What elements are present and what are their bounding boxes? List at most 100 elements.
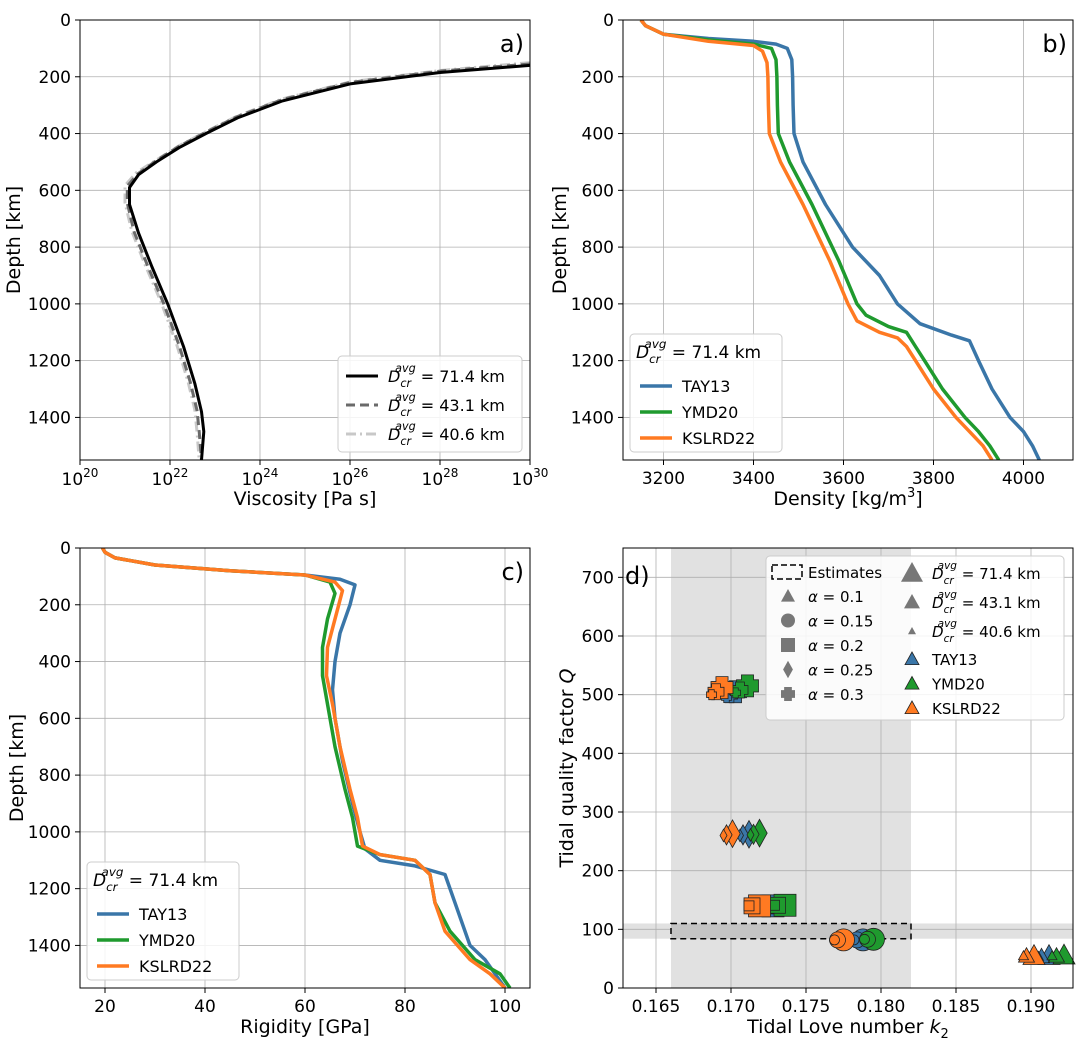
legend-swatch <box>904 675 920 690</box>
y-tick-label: 0 <box>60 11 71 31</box>
legend-swatch <box>904 594 920 609</box>
legend-label: TAY13 <box>138 905 187 924</box>
panel-b: 0 200 400 600 800 1000 1200 1400 3200 3400 3600 380… <box>549 11 1074 510</box>
y-tick-label: 1200 <box>28 880 71 900</box>
y-tick-label: 800 <box>39 238 71 258</box>
y-tick-label: 300 <box>582 803 614 823</box>
legend-label: Dcravg = 71.4 km <box>93 865 218 894</box>
legend-label: YMD20 <box>931 676 985 694</box>
x-axis-label: Tidal Love number k2 <box>746 1016 949 1042</box>
y-axis-label: Depth [km] <box>6 714 28 822</box>
y-tick-label: 0 <box>603 979 614 999</box>
data-point <box>859 933 870 945</box>
data-point <box>829 934 840 946</box>
legend-label: Dcravg = 40.6 km <box>932 618 1041 645</box>
y-tick-label: 800 <box>582 238 614 258</box>
legend-swatch <box>901 562 923 582</box>
legend-box <box>337 355 523 453</box>
x-tick-label: 1028 <box>422 466 459 490</box>
legend-swatch <box>904 700 920 714</box>
data-point <box>1046 949 1058 961</box>
legend-label: Dcravg = 71.4 km <box>388 362 505 390</box>
data-point <box>1017 949 1030 961</box>
x-tick-label: 0.185 <box>932 997 981 1017</box>
legend-swatch <box>781 613 795 628</box>
legend-box <box>765 555 1065 721</box>
legend-box <box>629 333 783 453</box>
series-line <box>639 20 994 460</box>
x-tick-label: 0.170 <box>707 997 756 1017</box>
y-tick-label: 1000 <box>571 295 614 315</box>
x-tick-label: 3200 <box>642 469 685 489</box>
legend-label: α = 0.2 <box>808 637 864 655</box>
panel-label: d) <box>625 562 650 590</box>
x-tick-label: 1022 <box>152 466 189 490</box>
x-axis-label: Viscosity [Pa s] <box>234 488 377 510</box>
legend-label: TAY13 <box>931 651 977 669</box>
y-tick-label: 0 <box>60 539 71 559</box>
x-axis-label: Density [kg/m3] <box>773 486 922 510</box>
legend-swatch <box>783 660 793 679</box>
x-axis-label: Rigidity [GPa] <box>240 1016 370 1038</box>
legend-label: Dcravg = 40.6 km <box>388 420 505 448</box>
legend-label: α = 0.25 <box>808 662 873 680</box>
legend-label: YMD20 <box>138 931 195 950</box>
series-line <box>125 62 530 460</box>
legend-swatch <box>908 627 916 635</box>
legend-label: KSLRD22 <box>682 429 755 448</box>
y-tick-label: 400 <box>39 653 71 673</box>
y-tick-label: 200 <box>582 68 614 88</box>
y-tick-label: 1400 <box>28 408 71 428</box>
y-tick-label: 400 <box>582 744 614 764</box>
y-tick-label: 600 <box>39 709 71 729</box>
x-tick-label: 0.190 <box>1007 997 1056 1017</box>
x-tick-label: 60 <box>294 997 316 1017</box>
markers <box>706 674 1076 965</box>
panel-a: 0 200 400 600 800 1000 1200 1400 1020 1022 1024 102… <box>3 11 548 510</box>
y-tick-label: 100 <box>582 920 614 940</box>
y-axis-label: Depth [km] <box>549 186 571 294</box>
y-tick-label: 200 <box>39 68 71 88</box>
x-tick-label: 4000 <box>1002 469 1045 489</box>
data-point <box>719 828 728 843</box>
y-tick-label: 1400 <box>571 408 614 428</box>
y-tick-label: 1400 <box>28 936 71 956</box>
y-axis-label: Tidal quality factor Q <box>556 668 578 868</box>
data-point <box>769 899 780 911</box>
y-tick-label: 600 <box>582 627 614 647</box>
data-point <box>743 900 755 912</box>
y-tick-label: 600 <box>39 181 71 201</box>
legend-label: YMD20 <box>681 403 738 422</box>
x-tick-label: 1024 <box>242 466 279 490</box>
y-tick-label: 400 <box>582 125 614 145</box>
panel-label: a) <box>500 30 524 58</box>
lines <box>123 61 530 460</box>
legend-swatch <box>771 564 803 580</box>
x-tick-label: 3800 <box>912 469 955 489</box>
legend-swatch <box>781 638 795 652</box>
lines <box>639 20 1041 460</box>
legend-label: Dcravg = 43.1 km <box>932 589 1041 616</box>
x-tick-label: 1030 <box>512 466 549 490</box>
x-tick-label: 20 <box>94 997 116 1017</box>
x-tick-label: 40 <box>194 997 216 1017</box>
panel-label: b) <box>1042 30 1067 58</box>
series-line <box>639 20 1041 460</box>
legend-swatch <box>781 589 795 602</box>
y-tick-label: 600 <box>582 181 614 201</box>
axes-frame <box>622 19 1074 461</box>
y-tick-label: 200 <box>582 862 614 882</box>
y-axis-label: Depth [km] <box>3 186 25 294</box>
y-tick-label: 200 <box>39 596 71 616</box>
lines <box>100 548 512 988</box>
y-tick-label: 400 <box>39 125 71 145</box>
panel-label: c) <box>501 558 524 586</box>
legend-box <box>86 861 240 981</box>
y-tick-label: 800 <box>39 766 71 786</box>
legend-swatch <box>904 651 920 665</box>
panel-c: 0 200 400 600 800 1000 1200 1400 20 40 60 80 100 c) Ri… <box>6 539 531 1038</box>
series-line <box>128 63 530 460</box>
x-tick-label: 3600 <box>822 469 865 489</box>
x-tick-label: 0.175 <box>782 997 831 1017</box>
